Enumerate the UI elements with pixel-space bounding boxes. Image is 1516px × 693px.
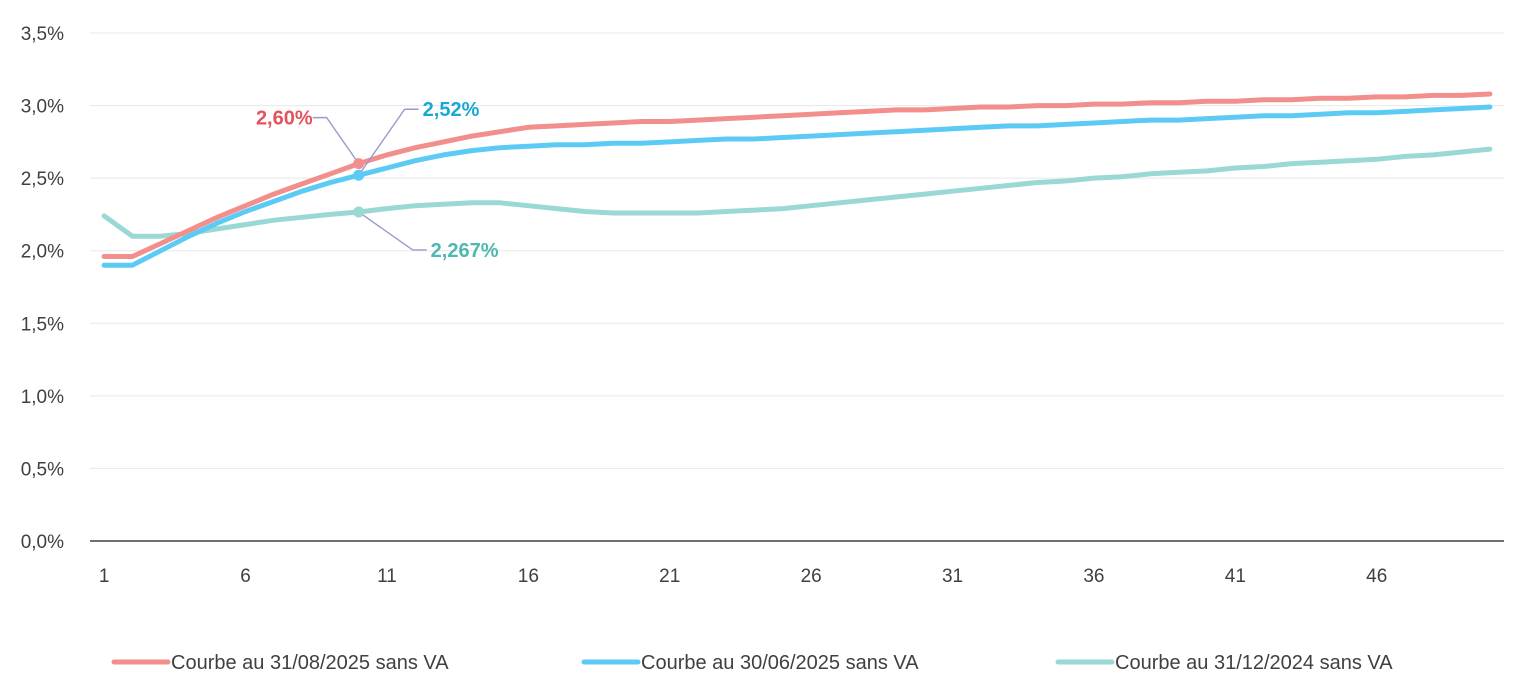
series-line-1: [101, 104, 1493, 268]
y-tick-label: 0,0%: [21, 532, 64, 553]
y-tick-label: 2,0%: [21, 242, 64, 263]
callout-leader-line: [312, 116, 360, 165]
data-label: 2,52%: [423, 99, 480, 121]
callout-leader-line: [358, 108, 419, 176]
x-tick-label: 16: [518, 566, 539, 587]
x-tick-label: 26: [801, 566, 822, 587]
y-tick-label: 3,5%: [21, 24, 64, 45]
x-tick-label: 6: [240, 566, 251, 587]
data-point-marker: [353, 206, 365, 218]
legend-entry-label: Courbe au 30/06/2025 sans VA: [641, 652, 919, 674]
x-tick-label: 21: [659, 566, 680, 587]
y-tick-label: 2,5%: [21, 169, 64, 190]
x-tick-label: 31: [942, 566, 963, 587]
series-line-2: [101, 146, 1493, 239]
legend-entry-label: Courbe au 31/12/2024 sans VA: [1115, 652, 1393, 674]
x-tick-label: 1: [99, 566, 110, 587]
y-tick-label: 3,0%: [21, 97, 64, 118]
callout-leader-line: [358, 211, 427, 251]
data-label: 2,267%: [431, 240, 499, 262]
y-tick-label: 0,5%: [21, 459, 64, 480]
x-tick-label: 11: [377, 566, 397, 587]
data-point-marker: [353, 158, 365, 170]
x-tick-label: 46: [1366, 566, 1387, 587]
y-tick-label: 1,5%: [21, 314, 64, 335]
legend-entry-label: Courbe au 31/08/2025 sans VA: [171, 652, 449, 674]
data-label: 2,60%: [256, 108, 313, 130]
x-tick-label: 41: [1225, 566, 1246, 587]
data-point-marker: [353, 169, 365, 181]
y-tick-label: 1,0%: [21, 387, 64, 408]
x-tick-label: 36: [1083, 566, 1104, 587]
series-line-0: [101, 91, 1493, 259]
